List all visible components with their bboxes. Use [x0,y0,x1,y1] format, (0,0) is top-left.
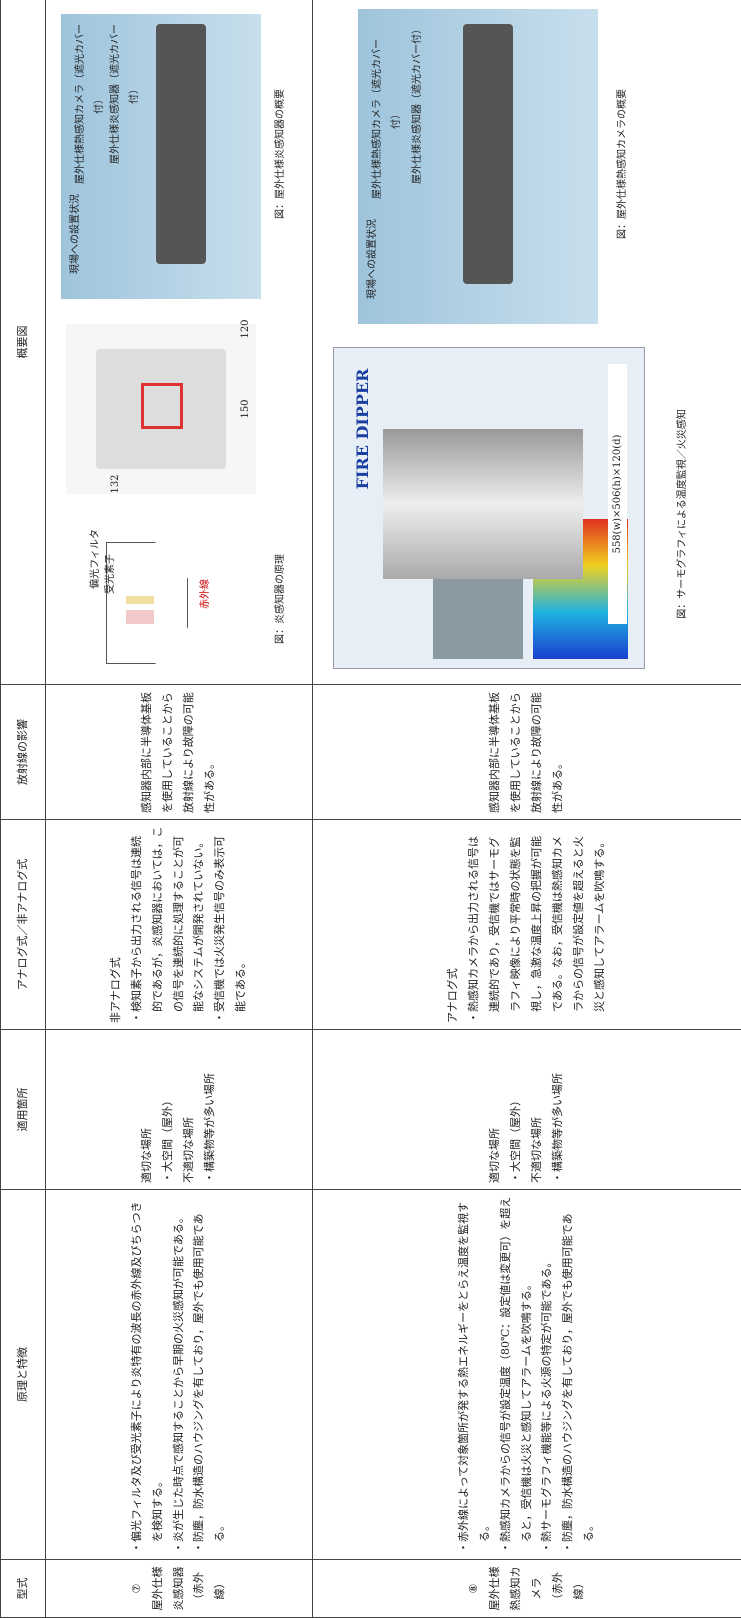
analog-cell: 非アナログ式 ・検知素子から出力される信号は連続的であるが，炎感知器においては，こ… [45,819,313,1030]
header-row: 型式 原理と特徴 適用箇所 アナログ式／非アナログ式 放射線の影響 概要図 [0,0,46,1618]
location-cell: 適切な場所 ・大空間（屋外） 不適切な場所 ・構築物等が多い場所 [312,1029,741,1190]
figure-label: 図：屋外仕様炎感知器の概要 [275,89,286,219]
text-line: 適切な場所 [140,1128,154,1183]
camera-photo [383,429,583,579]
text-line: ・炎が生じた時点で感知することから早期の火災感知が可能である。 [171,1212,185,1553]
text-line: アナログ式 [446,968,460,1023]
figure-label: 赤外線 [200,579,211,609]
element [126,596,154,604]
header-cell: 放射線の影響 [0,684,46,820]
figure-label: 屋外仕様炎感知器（遮光カバー付） [110,24,140,164]
text-line: ・防塵，防水構造のハウジングを有しており，屋外でも使用可能である。 [192,1213,227,1553]
text-line: 非アナログ式 [108,957,122,1023]
header-cell: アナログ式／非アナログ式 [0,819,46,1030]
figure-label: 現場への設置状況 [70,194,81,274]
text-line: ・熱感知カメラから出力される信号は連続的であり，受信機ではサーモグラフィ映像によ… [467,836,606,1023]
figure-label: 120 [240,319,251,339]
text-line: ・熱感知カメラからの信号が設定温度（80℃：設定値は変更可）を超えると，受信機は… [498,1196,533,1553]
text-line: （赤外線） [550,1572,585,1605]
figure-label: 558(w)×506(h)×120(d) [608,364,627,624]
header-cell: 型式 [0,1559,46,1618]
header-cell: 適用箇所 [0,1029,46,1190]
text-line: ・熱サーモグラフィ機能等による火源の特定が可能である。 [540,1256,554,1553]
figure-label: 150 [240,399,251,419]
text-line: 屋外仕様 [150,1566,164,1611]
text-line: 適切な場所 [488,1128,502,1183]
text-line: ・受信機では火災発生信号のみ表示可能である。 [213,836,248,1023]
text-line: 屋外仕様 [488,1566,502,1611]
figure-cell: FIRE DIPPER 558(w)×506(h)×120(d) 図：サーモグラフィ… [312,0,741,685]
radiation-cell: 感知器内部に半導体基板を使用していることから放射線により故障の可能性がある。 [312,684,741,820]
table-body: ⑦ 屋外仕様 炎感知器 （赤外線） ・偏光フィルタ及び受光素子により炎特有の波長の赤外線… [45,0,741,1618]
figure-label: FIRE DIPPER [353,368,372,490]
text-line: ⑦ [129,1583,143,1594]
figure-label: 図：炎感知器の原理 [275,554,286,644]
model-cell: ⑧ 屋外仕様 熱感知カメラ （赤外線） [312,1559,741,1618]
principle-cell: ・偏光フィルタ及び受光素子により炎特有の波長の赤外線及びちらつきを検知する。 ・炎… [45,1189,313,1560]
text-line: 熱感知カメラ [509,1566,543,1611]
figure-label: 屋外仕様炎感知器（遮光カバー付） [412,24,423,184]
pole [463,24,513,284]
analog-cell: アナログ式 ・熱感知カメラから出力される信号は連続的であり，受信機ではサーモグラフ… [312,819,741,1030]
text-line: ⑧ [467,1583,481,1594]
figure-label: 屋外仕様熱感知カメラ（遮光カバー付） [372,39,402,199]
text-line: 炎感知器 [171,1566,185,1611]
figure-label: 図：サーモグラフィによる温度監視／火災感知 [677,409,688,619]
table-row: ⑧ 屋外仕様 熱感知カメラ （赤外線） ・赤外線によって対象箇所が発する熱エネルギーをと… [312,0,741,1618]
text-line: ・大空間（屋外） [509,1095,523,1183]
figure-label: 現場への設置状況 [367,219,378,299]
text-line: ・構築物等が多い場所 [550,1073,564,1183]
figure-label: 図：屋外仕様熱感知カメラの概要 [617,89,628,239]
figure-cell: 受光素子 偏光フィルタ 赤外線 図：炎感知器の原理 132 150 120 現場への設置状況屋… [45,0,313,685]
principle-cell: ・赤外線によって対象箇所が発する熱エネルギーをとらえ温度を監視する。 ・熱感知カメ… [312,1189,741,1560]
text-line: ・赤外線によって対象箇所が発する熱エネルギーをとらえ温度を監視する。 [456,1201,491,1553]
text-line: ・構築物等が多い場所 [202,1073,216,1183]
location-cell: 適切な場所 ・大空間（屋外） 不適切な場所 ・構築物等が多い場所 [45,1029,313,1190]
table-row: ⑦ 屋外仕様 炎感知器 （赤外線） ・偏光フィルタ及び受光素子により炎特有の波長の赤外線… [45,0,313,1618]
text-line: ・偏光フィルタ及び受光素子により炎特有の波長の赤外線及びちらつきを検知する。 [129,1201,164,1553]
text-line: ・防塵，防水構造のハウジングを有しており，屋外でも使用可能である。 [561,1213,596,1553]
figure-label: 132 [110,474,121,494]
radiation-cell: 感知器内部に半導体基板を使用していることから放射線により故障の可能性がある。 [45,684,313,820]
device-ring [141,383,183,429]
figure-label: 偏光フィルタ [90,529,101,589]
model-cell: ⑦ 屋外仕様 炎感知器 （赤外線） [45,1559,313,1618]
text-line: 不適切な場所 [530,1117,543,1183]
figure-label: 屋外仕様熱感知カメラ（遮光カバー付） [75,24,105,184]
text-line: ・検知素子から出力される信号は連続的であるが，炎感知器においては，この信号を連続… [129,826,206,1023]
text-line: ・大空間（屋外） [161,1095,175,1183]
pole [156,24,206,264]
text-line: （赤外線） [192,1572,227,1605]
text-line: 不適切な場所 [182,1117,195,1183]
header-cell: 概要図 [0,0,46,685]
header-cell: 原理と特徴 [0,1189,46,1560]
filter [126,610,154,624]
